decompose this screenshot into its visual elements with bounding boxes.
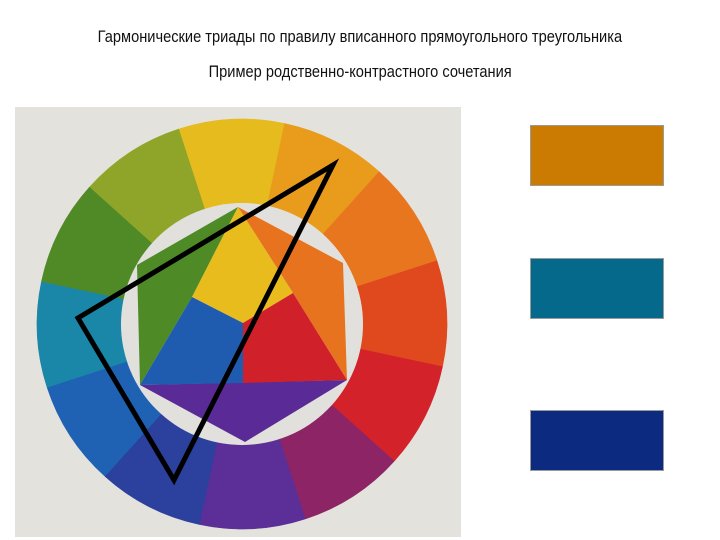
slide-title: Гармонические триады по правилу вписанно… [0,27,720,47]
slide-subtitle: Пример родственно-контрастного сочетания [0,62,720,82]
inner-green [137,207,238,385]
inner-violet [140,380,347,442]
triad-triangle-outline [74,158,340,486]
color-wheel-image [15,107,461,537]
slide-subtitle-text: Пример родственно-контрастного сочетания [208,62,512,81]
slide-title-text: Гармонические триады по правилу вписанно… [97,27,623,46]
itten-color-wheel [36,118,448,530]
inner-red [243,293,347,383]
swatch-dark-blue [530,410,664,471]
swatch-teal [530,258,664,319]
swatch-orange [530,125,664,186]
inner-blue [140,297,243,385]
